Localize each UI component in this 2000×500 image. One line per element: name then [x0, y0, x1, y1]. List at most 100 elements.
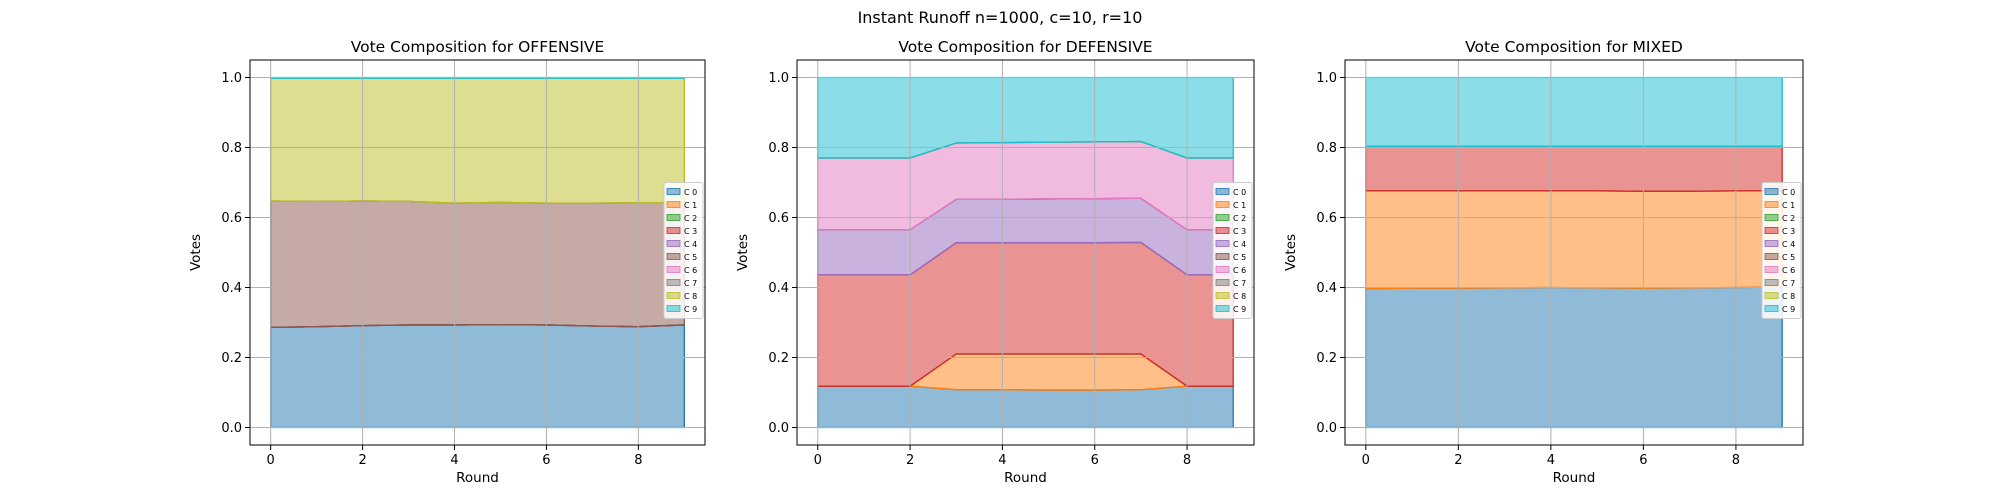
figure-suptitle: Instant Runoff n=1000, c=10, r=10: [858, 8, 1143, 27]
legend-swatch: [1215, 188, 1230, 195]
grid: [1345, 60, 1803, 445]
y-tick-label: 0.0: [768, 421, 789, 436]
y-tick-label: 0.0: [221, 421, 242, 436]
area-c0: [270, 323, 685, 429]
axes-frame: [249, 59, 706, 446]
y-tick-label: 0.8: [768, 141, 789, 156]
legend: C 0 C 1 C 2 C 3 C 4 C 5 C 6 C 7 C 8 C 9: [1761, 182, 1802, 319]
legend-swatch: [666, 188, 681, 195]
x-tick-label: 4: [998, 453, 1006, 468]
y-axis-label: Votes: [188, 234, 204, 271]
legend-swatch: [666, 292, 681, 299]
legend-swatch: [666, 305, 681, 312]
legend-label: C 5: [1233, 253, 1246, 262]
legend-swatch: [1764, 292, 1779, 299]
legend-label: C 6: [1782, 266, 1795, 275]
legend-swatch: [1215, 279, 1230, 286]
area-c1: [1365, 190, 1783, 290]
legend-swatch: [666, 253, 681, 260]
legend-swatch: [666, 201, 681, 208]
legend-swatch: [1764, 240, 1779, 247]
legend-label: C 2: [684, 214, 697, 223]
legend-label: C 4: [1782, 240, 1795, 249]
legend-label: C 7: [1782, 279, 1795, 288]
y-tick-label: 0.2: [1316, 351, 1337, 366]
chart-panel-1: 0 2 4 6 8 0.0 0.2 0.4 0.6 0.8 1.0 Vote Composition …: [188, 38, 706, 486]
area-c9: [1365, 76, 1783, 148]
legend: C 0 C 1 C 2 C 3 C 4 C 5 C 6 C 7 C 8 C 9: [1212, 182, 1253, 319]
legend-label: C 6: [1233, 266, 1246, 275]
legend-label: C 2: [1233, 214, 1246, 223]
x-tick-label: 0: [267, 453, 275, 468]
x-tick-label: 8: [1183, 453, 1191, 468]
legend-label: C 1: [1782, 201, 1795, 210]
y-tick-label: 0.2: [768, 351, 789, 366]
legend: C 0 C 1 C 2 C 3 C 4 C 5 C 6 C 7 C 8 C 9: [663, 182, 704, 319]
legend-label: C 8: [1233, 292, 1246, 301]
legend-swatch: [1764, 253, 1779, 260]
y-tick-label: 0.6: [1316, 211, 1337, 226]
legend-label: C 1: [1233, 201, 1246, 210]
legend-label: C 0: [1233, 188, 1246, 197]
y-tick-label: 0.8: [1316, 141, 1337, 156]
legend-swatch: [1215, 201, 1230, 208]
legend-swatch: [666, 279, 681, 286]
x-tick-label: 6: [1639, 453, 1647, 468]
legend-swatch: [1215, 227, 1230, 234]
legend-label: C 2: [1782, 214, 1795, 223]
legend-swatch: [1764, 279, 1779, 286]
legend-swatch: [1764, 227, 1779, 234]
y-tick-label: 0.4: [1316, 281, 1337, 296]
legend-swatch: [666, 227, 681, 234]
x-tick-label: 6: [542, 453, 550, 468]
grid: [797, 60, 1254, 445]
legend-label: C 9: [684, 305, 697, 314]
y-tick-label: 0.6: [221, 211, 242, 226]
legend-swatch: [1215, 292, 1230, 299]
x-tick-label: 4: [1547, 453, 1555, 468]
legend-label: C 6: [684, 266, 697, 275]
x-tick-label: 8: [634, 453, 642, 468]
x-tick-label: 0: [1362, 453, 1370, 468]
chart-panels: 0 2 4 6 8 0.0 0.2 0.4 0.6 0.8 1.0 Vote Composition …: [188, 38, 1804, 486]
legend-swatch: [1764, 305, 1779, 312]
area-c0: [817, 385, 1234, 429]
x-axis-label: Round: [1553, 470, 1596, 486]
area-layers: [817, 76, 1234, 429]
legend-swatch: [1764, 201, 1779, 208]
legend-swatch: [666, 266, 681, 273]
chart-title: Vote Composition for DEFENSIVE: [898, 38, 1152, 56]
legend-swatch: [1764, 266, 1779, 273]
legend-label: C 3: [1782, 227, 1795, 236]
y-tick-label: 0.0: [1316, 421, 1337, 436]
legend-label: C 9: [1782, 305, 1795, 314]
area-layers: [270, 76, 685, 429]
legend-swatch: [666, 214, 681, 221]
area-c8: [270, 77, 685, 204]
y-tick-label: 1.0: [768, 71, 789, 86]
legend-label: C 3: [684, 227, 697, 236]
x-tick-label: 6: [1091, 453, 1099, 468]
chart-panel-3: 0 2 4 6 8 0.0 0.2 0.4 0.6 0.8 1.0 Vote Composition …: [1283, 38, 1804, 486]
legend-label: C 7: [684, 279, 697, 288]
legend-swatch: [1764, 214, 1779, 221]
x-tick-label: 2: [358, 453, 366, 468]
axes-frame: [796, 59, 1255, 446]
x-tick-label: 2: [906, 453, 914, 468]
legend-swatch: [1215, 305, 1230, 312]
legend-label: C 9: [1233, 305, 1246, 314]
x-tick-label: 0: [814, 453, 822, 468]
y-tick-label: 1.0: [1316, 71, 1337, 86]
axes-frame: [1344, 59, 1804, 446]
y-tick-label: 0.4: [221, 281, 242, 296]
y-tick-label: 0.4: [768, 281, 789, 296]
legend-label: C 7: [1233, 279, 1246, 288]
legend-label: C 0: [1782, 188, 1795, 197]
legend-swatch: [1215, 240, 1230, 247]
y-tick-label: 0.6: [768, 211, 789, 226]
y-tick-label: 0.8: [221, 141, 242, 156]
y-axis-label: Votes: [735, 234, 751, 271]
legend-swatch: [666, 240, 681, 247]
legend-label: C 5: [684, 253, 697, 262]
x-axis-label: Round: [456, 470, 499, 486]
